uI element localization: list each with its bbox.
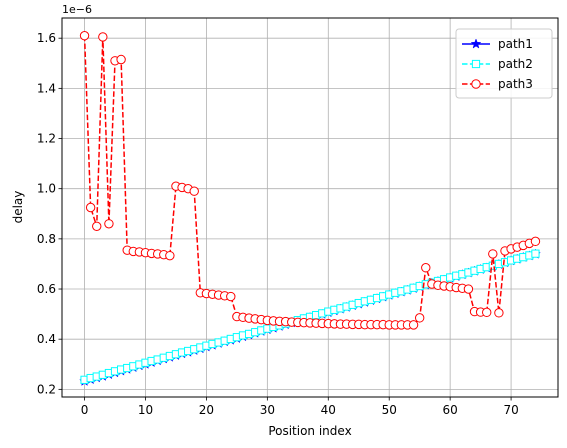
series-group (79, 30, 541, 386)
y-tick-label: 0.6 (37, 282, 56, 296)
path3-point (79, 30, 90, 41)
y-tick-label: 1.0 (37, 182, 56, 196)
x-axis-ticks: 0 10 20 30 40 50 60 70 (81, 397, 519, 417)
path3-point (104, 219, 114, 229)
path3-point (165, 250, 175, 261)
x-axis-label: Position index (268, 424, 351, 438)
path3-point (421, 262, 431, 273)
x-tick-label: 30 (260, 403, 275, 417)
legend-label-path3: path3 (498, 77, 533, 91)
x-tick-label: 0 (81, 403, 89, 417)
path3-point (92, 221, 102, 232)
legend-marker-path2 (471, 59, 481, 69)
legend-marker-path3 (471, 79, 481, 89)
path3-point (482, 307, 492, 318)
y-tick-label: 0.2 (37, 382, 56, 396)
path2-point (531, 249, 540, 258)
path3-point (488, 249, 498, 259)
plot-frame (61, 17, 559, 398)
series-path3 (79, 30, 541, 330)
x-tick-label: 60 (443, 403, 458, 417)
x-tick-label: 50 (382, 403, 397, 417)
path3-point (494, 308, 504, 318)
y-axis-ticks: 0.2 0.4 0.6 0.8 1.0 1.2 1.4 1.6 (37, 31, 62, 396)
legend-label-path2: path2 (498, 57, 533, 71)
path3-point (414, 313, 425, 323)
x-tick-label: 40 (321, 403, 336, 417)
x-tick-label: 20 (199, 403, 214, 417)
path3-point (85, 202, 96, 213)
y-tick-label: 1.4 (37, 81, 56, 95)
path3-point (189, 186, 199, 196)
path3-point (116, 54, 126, 65)
legend-frame (455, 28, 553, 99)
legend: path1 path2 path3 (455, 28, 553, 99)
x-tick-label: 70 (503, 403, 518, 417)
legend-label-path1: path1 (498, 37, 533, 51)
y-tick-label: 0.8 (37, 232, 56, 246)
path3-point (530, 236, 541, 247)
y-axis-label: delay (11, 191, 25, 224)
legend-marker-path1 (470, 38, 482, 49)
path3-point (463, 284, 474, 294)
y-tick-label: 0.4 (37, 332, 56, 346)
y-tick-label: 1.6 (37, 31, 56, 45)
y-tick-label: 1.2 (37, 132, 56, 146)
path3-point (408, 320, 419, 330)
x-tick-label: 10 (138, 403, 153, 417)
y-axis-offset-label: 1e−6 (62, 3, 92, 16)
path3-point (98, 32, 108, 42)
path3-point (226, 291, 236, 302)
